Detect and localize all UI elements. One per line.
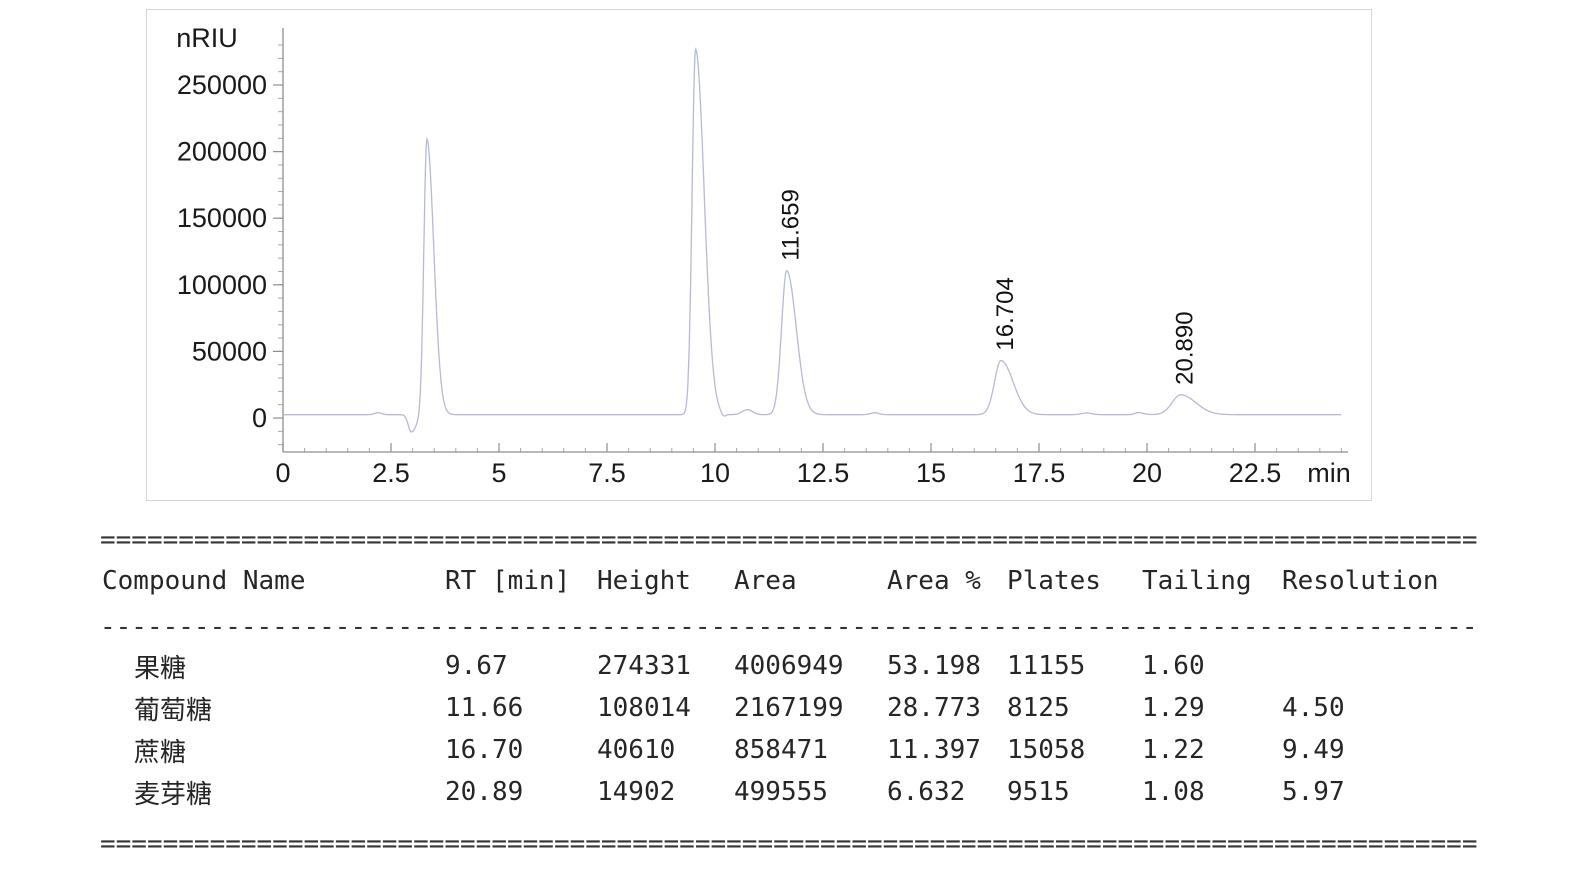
table-cell-height: 108014 (597, 693, 691, 723)
table-header-row: Compound Name RT [min] Height Area Area % Pla… (100, 553, 1485, 609)
x-axis-tick-label: 12.5 (797, 458, 850, 488)
table-header-cell: Area (734, 566, 797, 596)
table-header-cell: Compound Name (102, 566, 306, 596)
table-header-cell: Plates (1007, 566, 1101, 596)
table-row: 葡萄糖 11.66 108014 2167199 28.773 8125 1.29 4.50 (100, 687, 1485, 729)
y-axis-unit-label: nRIU (176, 23, 238, 53)
table-cell-area_pct: 28.773 (887, 693, 981, 723)
table-cell-area_pct: 53.198 (887, 651, 981, 681)
table-cell-tailing: 1.22 (1142, 735, 1205, 765)
peak-rt-label: 20.890 (1172, 311, 1199, 384)
table-rule-bottom: ========================================… (100, 829, 1478, 859)
x-axis-tick-label: 7.5 (588, 458, 626, 488)
table-cell-resolution: 9.49 (1282, 735, 1345, 765)
table-cell-plates: 15058 (1007, 735, 1086, 765)
table-cell-name: 果糖 (134, 653, 187, 684)
table-cell-tailing: 1.08 (1142, 777, 1205, 807)
table-cell-rt: 9.67 (445, 651, 508, 681)
table-cell-height: 14902 (597, 777, 676, 807)
table-cell-resolution: 5.97 (1282, 777, 1345, 807)
table-cell-name: 葡萄糖 (134, 695, 213, 726)
table-row: 蔗糖 16.70 40610 858471 11.397 15058 1.22 9.49 (100, 729, 1485, 771)
table-header-cell: Height (597, 566, 691, 596)
table-cell-area: 4006949 (734, 651, 844, 681)
table-cell-height: 274331 (597, 651, 691, 681)
table-cell-name: 麦芽糖 (134, 779, 213, 810)
x-axis-tick-label: 15 (916, 458, 946, 488)
x-axis-tick-label: 2.5 (372, 458, 410, 488)
table-rule-top: ========================================… (100, 527, 1478, 553)
table-cell-tailing: 1.29 (1142, 693, 1205, 723)
table-cell-area: 2167199 (734, 693, 844, 723)
table-cell-plates: 8125 (1007, 693, 1070, 723)
table-cell-tailing: 1.60 (1142, 651, 1205, 681)
table-cell-resolution: 4.50 (1282, 693, 1345, 723)
table-header-cell: Area % (887, 566, 981, 596)
results-table: ========================================… (100, 527, 1485, 859)
table-row: 果糖 9.67 274331 4006949 53.198 11155 1.60 (100, 645, 1485, 687)
x-axis-unit-label: min (1307, 458, 1351, 488)
table-header-cell: Resolution (1282, 566, 1439, 596)
x-axis-tick-label: 20 (1132, 458, 1162, 488)
chromatogram-trace (283, 47, 1342, 433)
x-axis-tick-label: 22.5 (1229, 458, 1282, 488)
x-axis-tick-label: 0 (275, 458, 290, 488)
y-axis-tick-label: 250000 (177, 70, 267, 100)
x-axis-tick-label: 5 (491, 458, 506, 488)
y-axis-tick-label: 200000 (177, 137, 267, 167)
peak-rt-label: 11.659 (778, 189, 805, 261)
table-rule-header-separator: ----------------------------------------… (100, 612, 1478, 642)
table-body: 果糖 9.67 274331 4006949 53.198 11155 1.60 葡萄糖 11.… (100, 645, 1485, 813)
peak-rt-label: 16.704 (992, 277, 1019, 350)
table-cell-plates: 9515 (1007, 777, 1070, 807)
table-cell-plates: 11155 (1007, 651, 1086, 681)
table-cell-name: 蔗糖 (134, 737, 187, 768)
table-cell-rt: 11.66 (445, 693, 524, 723)
table-header-cell: RT [min] (445, 566, 571, 596)
chromatogram-chart: 0 50000 100000 150000 200000 250000 0 2.5 5 7.5 10… (176, 23, 1351, 488)
y-axis-tick-label: 0 (252, 403, 267, 433)
chromatogram-panel: 0 50000 100000 150000 200000 250000 0 2.5 5 7.5 10… (146, 9, 1372, 501)
table-cell-area_pct: 6.632 (887, 777, 966, 807)
table-cell-rt: 20.89 (445, 777, 524, 807)
table-cell-area_pct: 11.397 (887, 735, 981, 765)
y-axis-tick-label: 50000 (192, 336, 267, 366)
table-cell-height: 40610 (597, 735, 676, 765)
x-axis-tick-label: 17.5 (1013, 458, 1066, 488)
y-axis-tick-label: 150000 (177, 203, 267, 233)
x-axis-tick-label: 10 (700, 458, 730, 488)
table-cell-rt: 16.70 (445, 735, 524, 765)
table-row: 麦芽糖 20.89 14902 499555 6.632 9515 1.08 5.97 (100, 771, 1485, 813)
table-cell-area: 858471 (734, 735, 828, 765)
table-header-cell: Tailing (1142, 566, 1252, 596)
table-cell-area: 499555 (734, 777, 828, 807)
y-axis-tick-label: 100000 (177, 270, 267, 300)
